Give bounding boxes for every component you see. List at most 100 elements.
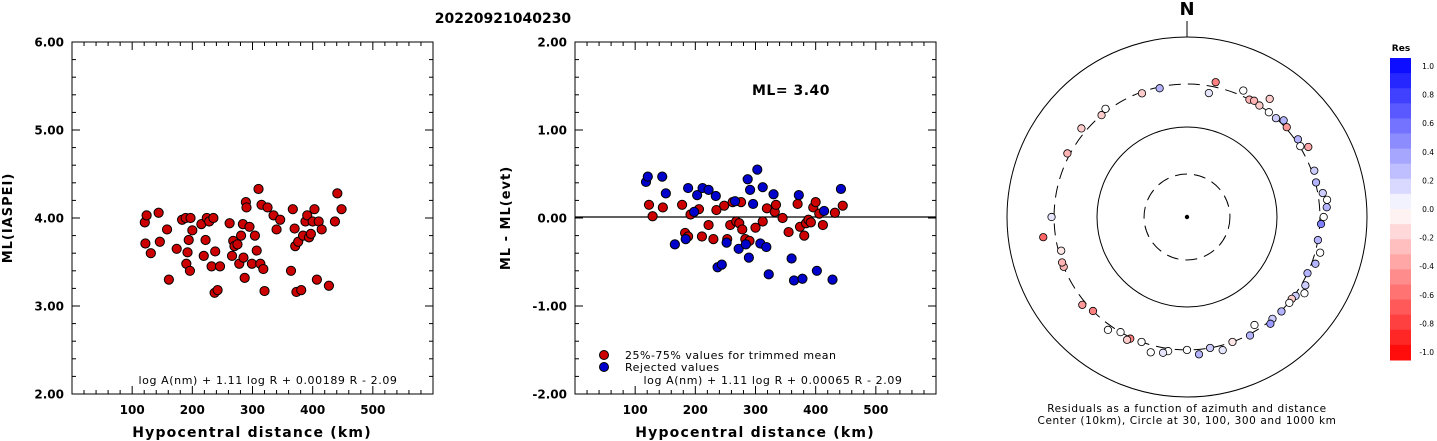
middle-formula: log A(nm) + 1.11 log R + 0.00065 R - 2.0…	[643, 374, 902, 387]
colorbar-scale	[1390, 58, 1411, 361]
polar-caption-line2: Center (10km), Circle at 30, 100, 300 an…	[1038, 415, 1337, 427]
colorbar-tick-label: 0.6	[1422, 119, 1434, 128]
polar-data-points	[1039, 78, 1332, 359]
data-point	[676, 199, 688, 210]
data-point	[309, 204, 320, 215]
data-point	[311, 274, 322, 285]
data-point	[657, 171, 668, 182]
data-point	[692, 190, 703, 201]
y-tick-label: 1.00	[537, 124, 567, 138]
residual-point	[1322, 195, 1332, 204]
data-point	[289, 223, 300, 234]
residual-point	[1322, 203, 1331, 212]
data-point	[141, 210, 152, 221]
data-point	[788, 275, 800, 286]
residual-point	[1277, 307, 1286, 316]
data-point	[145, 248, 156, 259]
left-x-ticks: 100 200 300 400 500	[83, 42, 422, 417]
middle-data-points	[640, 164, 848, 286]
polar-center-dot	[1184, 214, 1190, 220]
colorbar-cell	[1390, 133, 1411, 150]
data-point	[783, 226, 794, 238]
colorbar-cell	[1390, 58, 1411, 74]
data-point	[721, 237, 732, 248]
colorbar-cell	[1390, 193, 1411, 210]
data-point	[818, 205, 830, 217]
left-data-points	[139, 183, 347, 298]
data-point	[786, 253, 797, 264]
data-point	[226, 250, 238, 261]
residual-point	[1303, 269, 1312, 278]
residual-point	[1265, 94, 1274, 103]
residual-point	[1250, 320, 1259, 330]
colorbar-cell	[1390, 178, 1411, 195]
colorbar-tick-label: -0.4	[1419, 262, 1434, 271]
x-tick-label: 500	[863, 403, 888, 417]
y-tick-label: 3.00	[34, 300, 64, 314]
residual-point	[1057, 258, 1067, 267]
y-tick-label: -1.00	[532, 300, 567, 314]
residual-point	[1300, 289, 1309, 298]
data-point	[811, 265, 822, 276]
data-point	[829, 207, 841, 218]
data-point	[235, 230, 247, 241]
colorbar-title: Res	[1392, 44, 1410, 54]
figure-title: 20220921040230	[435, 11, 572, 27]
data-point	[171, 243, 182, 254]
y-tick-label: 2.00	[34, 388, 64, 402]
data-point	[696, 231, 708, 242]
data-point	[719, 200, 730, 211]
left-x-axis-label: Hypocentral distance (km)	[132, 425, 372, 441]
x-tick-label: 500	[360, 403, 385, 417]
data-point	[792, 198, 803, 210]
residual-point	[1285, 298, 1294, 307]
data-point	[763, 269, 774, 280]
x-tick-label: 200	[180, 403, 205, 417]
data-point	[332, 188, 343, 199]
residual-point	[1239, 86, 1248, 95]
residual-point	[1319, 212, 1328, 222]
data-point	[224, 218, 235, 229]
middle-panel: 100 200 300 400 500 -2.00 -1.00 0.00 1.00 2.00 M…	[499, 36, 937, 441]
data-point	[742, 174, 753, 185]
colorbar-cell	[1390, 329, 1411, 346]
data-point	[323, 280, 335, 291]
residual-point	[1316, 219, 1326, 229]
colorbar-tick-label: 0.8	[1422, 91, 1434, 100]
data-point	[647, 211, 658, 222]
left-y-ticks: 2.00 3.00 4.00 5.00 6.00	[34, 36, 433, 402]
residual-point	[1078, 300, 1087, 309]
colorbar-cell	[1390, 209, 1411, 225]
data-point	[271, 224, 282, 235]
residual-point	[1255, 101, 1264, 110]
data-point	[140, 238, 151, 249]
residual-point	[1245, 331, 1255, 340]
middle-y-ticks: -2.00 -1.00 0.00 1.00 2.00	[532, 36, 936, 402]
residual-point	[1271, 114, 1281, 123]
residual-point	[1155, 84, 1164, 93]
residual-point	[1316, 248, 1325, 257]
data-point	[253, 183, 264, 195]
residual-point	[1264, 108, 1273, 117]
data-point	[657, 202, 668, 213]
data-point	[737, 224, 748, 235]
data-point	[238, 252, 249, 263]
data-point	[258, 263, 269, 275]
colorbar-tick-label: -0.8	[1419, 319, 1434, 328]
data-point	[750, 222, 761, 233]
data-point	[210, 246, 221, 257]
colorbar-cell	[1390, 163, 1411, 180]
residual-point	[1137, 337, 1146, 347]
data-point	[200, 234, 211, 246]
residual-point	[1279, 116, 1288, 125]
x-tick-label: 100	[623, 403, 648, 417]
residual-point	[1088, 306, 1098, 316]
north-label: N	[1179, 0, 1194, 20]
residual-colorbar: Res 1.0 0.8 0.6 0.4 0.2 0.0 -0.2 -0.4 -0.6 -0.8 -1…	[1390, 44, 1434, 361]
data-point	[689, 206, 700, 217]
data-point	[285, 265, 297, 276]
residual-point	[1103, 325, 1113, 335]
residual-point	[1047, 212, 1056, 222]
data-point	[161, 224, 173, 235]
